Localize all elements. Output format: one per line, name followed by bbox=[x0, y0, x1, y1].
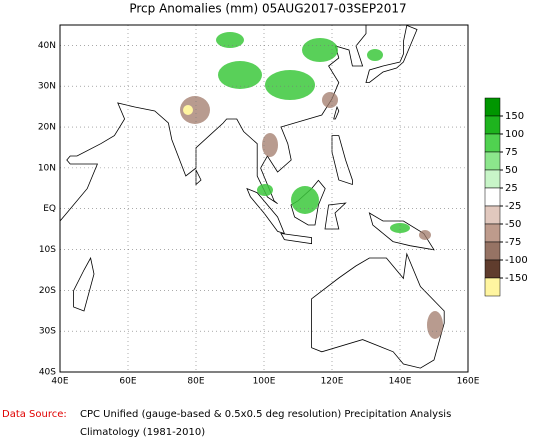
legend-label: -100 bbox=[505, 255, 528, 266]
legend-swatch bbox=[484, 187, 501, 207]
legend-label: -75 bbox=[505, 237, 521, 248]
legend-label: -150 bbox=[505, 273, 528, 284]
legend-swatch bbox=[484, 259, 501, 279]
legend-swatch bbox=[484, 241, 501, 261]
map-frame bbox=[59, 24, 469, 373]
map-title: Prcp Anomalies (mm) 05AUG2017-03SEP2017 bbox=[129, 2, 406, 16]
y-tick-label: 40S bbox=[39, 368, 56, 378]
legend-swatch bbox=[484, 115, 501, 135]
legend-label: -50 bbox=[505, 219, 521, 230]
legend-swatch bbox=[484, 223, 501, 243]
legend-label: -25 bbox=[505, 201, 521, 212]
legend-swatch bbox=[484, 277, 501, 297]
climatology: Climatology (1981-2010) bbox=[80, 427, 205, 438]
legend-swatch bbox=[484, 205, 501, 225]
legend-swatch bbox=[484, 133, 501, 153]
legend-label: 25 bbox=[505, 183, 518, 194]
legend-label: 100 bbox=[505, 129, 524, 140]
x-tick-label: 40E bbox=[51, 377, 68, 387]
y-tick-label: 30N bbox=[38, 82, 56, 92]
y-tick-label: 30S bbox=[39, 327, 56, 337]
source-text: CPC Unified (gauge-based & 0.5x0.5 deg r… bbox=[80, 409, 451, 420]
y-tick-label: 10N bbox=[38, 163, 56, 173]
x-tick-label: 160E bbox=[457, 377, 480, 387]
y-tick-label: 40N bbox=[38, 41, 56, 51]
anomaly-shading bbox=[180, 32, 443, 339]
source-label: Data Source: bbox=[2, 409, 67, 420]
y-tick-label: 20N bbox=[38, 123, 56, 133]
legend-label: 50 bbox=[505, 165, 518, 176]
x-tick-label: 80E bbox=[187, 377, 204, 387]
legend-label: 75 bbox=[505, 147, 518, 158]
x-tick-label: 100E bbox=[253, 377, 276, 387]
y-tick-label: 10S bbox=[39, 245, 56, 255]
legend-swatch bbox=[484, 151, 501, 171]
legend-swatch bbox=[484, 169, 501, 189]
y-tick-label: EQ bbox=[43, 204, 56, 214]
x-tick-label: 60E bbox=[119, 377, 136, 387]
x-tick-label: 140E bbox=[389, 377, 412, 387]
legend-label: 150 bbox=[505, 111, 524, 122]
x-tick-label: 120E bbox=[321, 377, 344, 387]
y-tick-label: 20S bbox=[39, 286, 56, 296]
legend-swatch bbox=[484, 97, 501, 117]
